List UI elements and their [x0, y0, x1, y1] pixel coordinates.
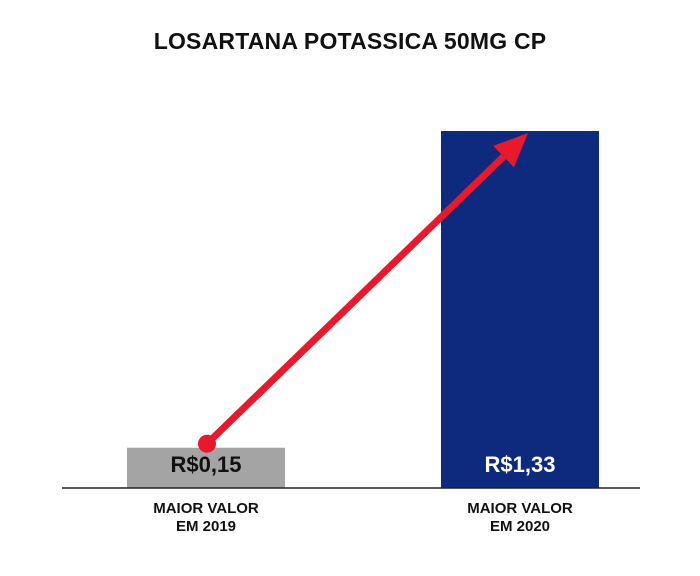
- trend-arrow-head: [493, 133, 528, 168]
- category-label-0-1: EM 2019: [176, 518, 236, 535]
- chart-title: LOSARTANA POTASSICA 50MG CP: [153, 28, 547, 54]
- trend-arrow-shaft: [204, 152, 508, 447]
- category-label-0-0: MAIOR VALOR: [153, 500, 259, 517]
- category-label-1-0: MAIOR VALOR: [467, 500, 573, 517]
- value-label-0: R$0,15: [171, 452, 242, 477]
- trend-arrow-start-dot: [198, 434, 216, 453]
- bar-1: [441, 131, 599, 488]
- category-label-1-1: EM 2020: [490, 518, 550, 535]
- value-label-1: R$1,33: [485, 452, 556, 477]
- bar-0: [127, 447, 285, 488]
